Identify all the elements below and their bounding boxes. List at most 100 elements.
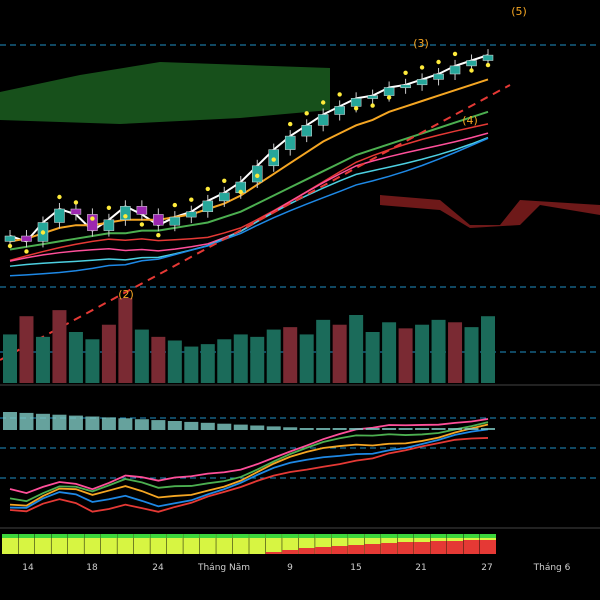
volume-bar-15 <box>250 336 265 383</box>
heat-top-29 <box>480 534 496 538</box>
candle-body-23 <box>383 87 395 96</box>
sar-dot-24 <box>403 70 408 76</box>
osc-hist-27 <box>448 428 463 430</box>
heat-top-19 <box>315 534 332 538</box>
heat-red-23 <box>381 543 398 554</box>
candle-body-10 <box>169 216 181 226</box>
heat-cell-14 <box>232 534 249 554</box>
heat-top-24 <box>397 534 414 538</box>
heat-top-25 <box>414 534 431 538</box>
heat-top-20 <box>331 534 348 538</box>
candle-body-17 <box>284 135 296 150</box>
sar-dot-23 <box>386 95 392 100</box>
sar-dot-14 <box>238 189 243 195</box>
osc-line-3 <box>9 428 489 509</box>
sar-dot-13 <box>222 178 227 183</box>
heat-top-16 <box>265 534 282 538</box>
sar-dot-2 <box>40 230 46 235</box>
heat-cell-3 <box>51 534 68 554</box>
sar-dot-8 <box>139 222 145 227</box>
heat-cell-17 <box>282 534 299 554</box>
heat-red-29 <box>480 540 496 554</box>
sar-dot-26 <box>436 59 441 65</box>
osc-hist-23 <box>382 428 397 430</box>
heat-red-25 <box>414 542 431 554</box>
heat-top-27 <box>447 534 464 538</box>
volume-bar-8 <box>134 329 149 383</box>
sar-dot-21 <box>353 106 359 111</box>
heat-top-14 <box>232 534 249 538</box>
heat-red-22 <box>364 544 381 554</box>
volume-bar-13 <box>217 339 232 383</box>
osc-hist-10 <box>167 421 182 430</box>
candle-body-8 <box>136 206 148 215</box>
volume-bar-18 <box>299 334 314 383</box>
osc-hist-26 <box>431 428 446 430</box>
volume-bar-6 <box>101 324 116 383</box>
heat-cell-6 <box>100 534 117 554</box>
heat-top-23 <box>381 534 398 538</box>
osc-hist-28 <box>464 428 479 430</box>
candle-body-28 <box>466 60 477 67</box>
sar-dot-29 <box>485 62 491 68</box>
sar-dot-25 <box>419 65 425 70</box>
sar-dot-20 <box>337 92 342 97</box>
heat-top-28 <box>463 534 480 538</box>
heat-cell-4 <box>67 534 84 554</box>
volume-bar-21 <box>349 315 364 383</box>
heat-top-15 <box>249 534 266 538</box>
candle-body-29 <box>482 54 494 61</box>
sar-dot-11 <box>189 197 194 202</box>
volume-bar-12 <box>200 344 215 383</box>
candle-body-20 <box>334 106 345 115</box>
volume-bar-27 <box>448 322 463 383</box>
x-tick-label-2: 24 <box>152 563 164 573</box>
volume-bar-3 <box>52 310 67 383</box>
candle-body-26 <box>433 73 444 80</box>
heat-strip <box>2 534 496 554</box>
heat-top-11 <box>183 534 200 538</box>
heat-cell-1 <box>18 534 35 554</box>
heat-cell-9 <box>150 534 167 554</box>
osc-hist-18 <box>299 428 314 430</box>
osc-hist-2 <box>35 413 50 430</box>
heat-red-27 <box>447 541 464 554</box>
volume-bar-26 <box>431 319 446 383</box>
osc-hist-12 <box>200 422 215 430</box>
parabolic-dots <box>7 51 491 254</box>
candle-body-11 <box>186 211 197 218</box>
heat-top-13 <box>216 534 233 538</box>
x-tick-label-1: 18 <box>86 563 98 573</box>
heat-red-19 <box>315 547 332 554</box>
osc-hist-11 <box>184 421 199 430</box>
sar-dot-18 <box>304 111 309 116</box>
heat-cell-12 <box>199 534 216 554</box>
heat-top-26 <box>430 534 447 538</box>
volume-bar-2 <box>35 336 50 383</box>
volume-bar-19 <box>316 319 331 383</box>
volume-bar-1 <box>19 316 34 383</box>
osc-hist-3 <box>52 414 67 430</box>
x-tick-label-0: 14 <box>22 563 34 573</box>
heat-cell-11 <box>183 534 200 554</box>
osc-line-2 <box>9 423 489 507</box>
volume-bar-24 <box>398 328 413 383</box>
heat-top-3 <box>51 534 68 538</box>
osc-line-4 <box>9 437 489 513</box>
volume-bar-28 <box>464 327 479 383</box>
osc-hist-5 <box>85 416 100 430</box>
osc-line-0 <box>9 418 489 495</box>
cloud-green <box>0 62 330 124</box>
heat-cell-5 <box>84 534 101 554</box>
heat-red-17 <box>282 550 299 554</box>
osc-hist-24 <box>398 428 413 430</box>
heat-red-26 <box>430 541 447 554</box>
heat-red-20 <box>331 546 348 554</box>
sar-dot-3 <box>57 194 62 200</box>
candle-body-4 <box>70 208 82 215</box>
sar-dot-6 <box>106 205 112 210</box>
volume-bar-29 <box>481 316 495 383</box>
osc-line-1 <box>9 421 489 503</box>
candle-body-1 <box>21 235 32 242</box>
